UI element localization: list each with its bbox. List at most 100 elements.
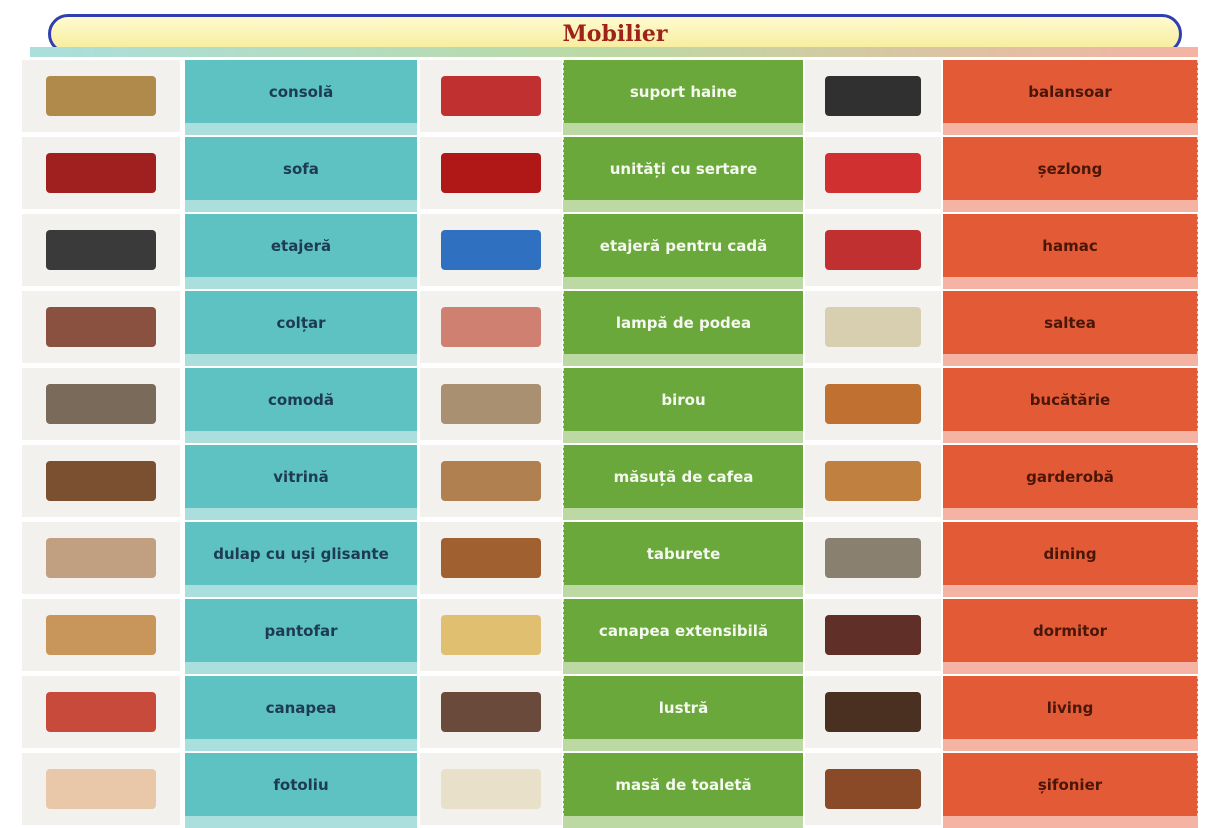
item-label: balansoar <box>943 60 1198 123</box>
furniture-image <box>22 214 180 286</box>
item-label: consolă <box>185 60 417 123</box>
header-band <box>30 47 1198 57</box>
item-label: lampă de podea <box>563 291 803 354</box>
item-label: fotoliu <box>185 753 417 816</box>
furniture-shape <box>825 461 921 501</box>
furniture-shape <box>45 153 157 193</box>
row-separator <box>185 508 417 520</box>
row-separator <box>943 431 1198 443</box>
row-separator <box>563 354 803 366</box>
item-label: etajeră <box>185 214 417 277</box>
furniture-image <box>22 522 180 594</box>
furniture-shape <box>441 461 541 501</box>
furniture-shape <box>441 384 541 424</box>
furniture-image <box>420 60 562 132</box>
item-label: colțar <box>185 291 417 354</box>
furniture-shape <box>45 307 157 347</box>
furniture-shape <box>441 307 541 347</box>
item-label: canapea <box>185 676 417 739</box>
row-separator <box>943 277 1198 289</box>
furniture-image <box>420 137 562 209</box>
row-separator <box>943 123 1198 135</box>
row-separator <box>185 431 417 443</box>
furniture-shape <box>45 76 157 116</box>
furniture-shape <box>441 769 541 809</box>
furniture-image <box>420 522 562 594</box>
row-separator <box>943 200 1198 212</box>
furniture-shape <box>825 538 921 578</box>
item-label: comodă <box>185 368 417 431</box>
furniture-shape <box>45 538 157 578</box>
row-separator <box>563 431 803 443</box>
row-separator <box>563 123 803 135</box>
item-label: pantofar <box>185 599 417 662</box>
furniture-shape <box>441 76 541 116</box>
item-label: șezlong <box>943 137 1198 200</box>
item-label: lustră <box>563 676 803 739</box>
item-label: birou <box>563 368 803 431</box>
furniture-shape <box>45 769 157 809</box>
furniture-image <box>420 753 562 825</box>
item-label: taburete <box>563 522 803 585</box>
row-separator <box>185 123 417 135</box>
item-label: hamac <box>943 214 1198 277</box>
furniture-image <box>805 753 941 825</box>
item-label: masă de toaletă <box>563 753 803 816</box>
item-label: saltea <box>943 291 1198 354</box>
furniture-shape <box>45 692 157 732</box>
row-separator <box>563 662 803 674</box>
item-label: dining <box>943 522 1198 585</box>
furniture-image <box>805 291 941 363</box>
furniture-image <box>22 368 180 440</box>
furniture-image <box>805 60 941 132</box>
furniture-image <box>420 214 562 286</box>
furniture-shape <box>825 384 921 424</box>
furniture-shape <box>45 615 157 655</box>
furniture-image <box>805 214 941 286</box>
row-separator <box>943 739 1198 751</box>
row-separator <box>185 739 417 751</box>
row-separator <box>563 585 803 597</box>
furniture-shape <box>825 230 921 270</box>
item-label: vitrină <box>185 445 417 508</box>
item-label: garderobă <box>943 445 1198 508</box>
row-separator <box>943 585 1198 597</box>
furniture-image <box>805 137 941 209</box>
row-separator <box>185 662 417 674</box>
furniture-shape <box>441 153 541 193</box>
furniture-image <box>22 291 180 363</box>
furniture-shape <box>441 615 541 655</box>
furniture-shape <box>45 230 157 270</box>
row-separator <box>563 277 803 289</box>
furniture-image <box>22 676 180 748</box>
item-label: șifonier <box>943 753 1198 816</box>
row-separator <box>563 200 803 212</box>
furniture-image <box>420 368 562 440</box>
row-separator <box>943 354 1198 366</box>
item-label: sofa <box>185 137 417 200</box>
furniture-shape <box>825 769 921 809</box>
furniture-shape <box>45 384 157 424</box>
item-label: living <box>943 676 1198 739</box>
furniture-shape <box>441 692 541 732</box>
furniture-image <box>420 291 562 363</box>
row-separator <box>563 508 803 520</box>
item-label: canapea extensibilă <box>563 599 803 662</box>
furniture-shape <box>825 153 921 193</box>
furniture-shape <box>825 615 921 655</box>
furniture-shape <box>825 692 921 732</box>
row-separator <box>185 277 417 289</box>
item-label: dulap cu uși glisante <box>185 522 417 585</box>
furniture-image <box>22 753 180 825</box>
furniture-image <box>805 445 941 517</box>
furniture-shape <box>825 307 921 347</box>
furniture-shape <box>441 230 541 270</box>
furniture-image <box>420 599 562 671</box>
row-separator <box>943 508 1198 520</box>
item-label: suport haine <box>563 60 803 123</box>
furniture-image <box>22 137 180 209</box>
item-label: bucătărie <box>943 368 1198 431</box>
furniture-image <box>805 676 941 748</box>
furniture-image <box>805 522 941 594</box>
